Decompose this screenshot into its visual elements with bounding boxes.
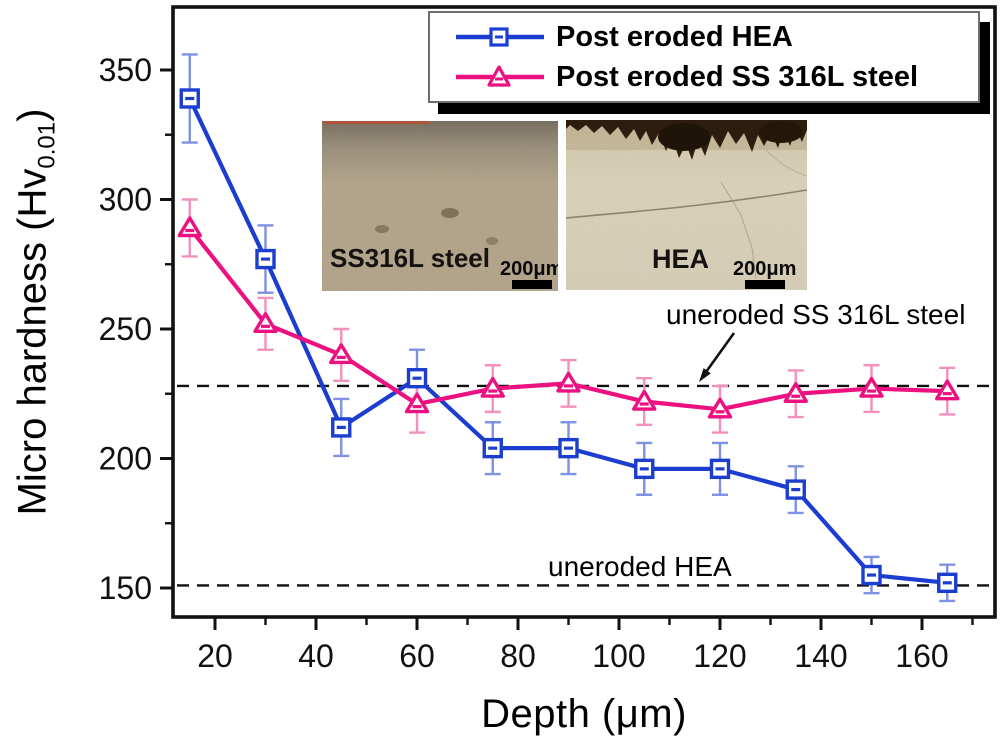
svg-text:300: 300: [99, 182, 152, 218]
svg-text:160: 160: [895, 638, 948, 674]
legend-box: Post eroded HEA Post eroded SS 316L stee…: [428, 11, 980, 103]
hea-line-sample-icon: [456, 27, 544, 47]
svg-text:140: 140: [794, 638, 847, 674]
svg-text:80: 80: [500, 638, 536, 674]
annotation-uneroded-ss316l: uneroded SS 316L steel: [666, 299, 966, 330]
micrograph-ss316l-label: SS316L steel: [330, 243, 490, 273]
legend-item-hea: Post eroded HEA: [430, 18, 978, 56]
legend-label-hea: Post eroded HEA: [556, 20, 793, 53]
y-axis-title-close: ): [10, 108, 55, 122]
scale-text: 200μm: [500, 258, 558, 280]
svg-text:40: 40: [298, 638, 334, 674]
micrograph-ss316l: SS316L steel 200μm: [322, 121, 558, 291]
legend-item-ss316l: Post eroded SS 316L steel: [430, 58, 978, 96]
x-axis-title: Depth (μm): [481, 692, 687, 736]
y-axis-title: Micro hardness (Hv0.01): [11, 109, 62, 516]
svg-text:100: 100: [592, 638, 645, 674]
ss316l-line-sample-icon: [456, 65, 544, 87]
svg-text:350: 350: [99, 52, 152, 88]
micrograph-hea-label: HEA: [652, 244, 710, 274]
micrograph-hea-texture: [566, 120, 807, 290]
y-axis-title-sub: 0.01: [33, 121, 61, 169]
svg-text:200: 200: [99, 441, 152, 477]
svg-text:150: 150: [99, 570, 152, 606]
legend-label-ss316l: Post eroded SS 316L steel: [556, 60, 919, 93]
svg-text:60: 60: [399, 638, 435, 674]
scale-bar: [744, 280, 785, 289]
micrograph-hea-scalebar: 200μm: [733, 259, 796, 289]
annotation-uneroded-hea: uneroded HEA: [548, 551, 732, 582]
svg-text:120: 120: [693, 638, 746, 674]
scale-text: 200μm: [733, 258, 797, 280]
micrograph-ss316l-texture: [322, 121, 558, 291]
svg-text:20: 20: [197, 638, 233, 674]
scale-bar: [511, 280, 552, 289]
y-axis-title-main: Micro hardness (Hv: [10, 168, 55, 516]
svg-text:250: 250: [99, 311, 152, 347]
micrograph-hea: HEA 200μm: [566, 120, 807, 290]
micrograph-ss316l-scalebar: 200μm: [500, 259, 558, 289]
